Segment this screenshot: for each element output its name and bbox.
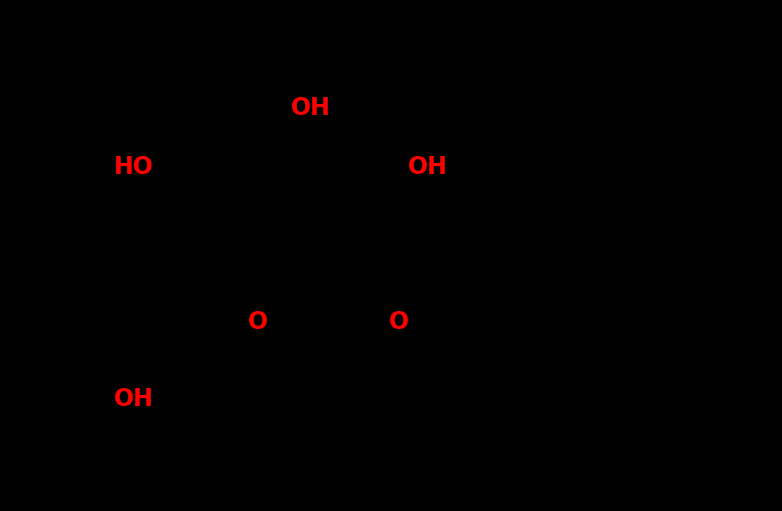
Text: O: O — [247, 310, 267, 334]
Text: HO: HO — [113, 155, 153, 179]
Text: O: O — [389, 310, 408, 334]
Text: OH: OH — [113, 387, 153, 410]
Text: OH: OH — [291, 96, 331, 120]
Text: OH: OH — [407, 155, 447, 179]
